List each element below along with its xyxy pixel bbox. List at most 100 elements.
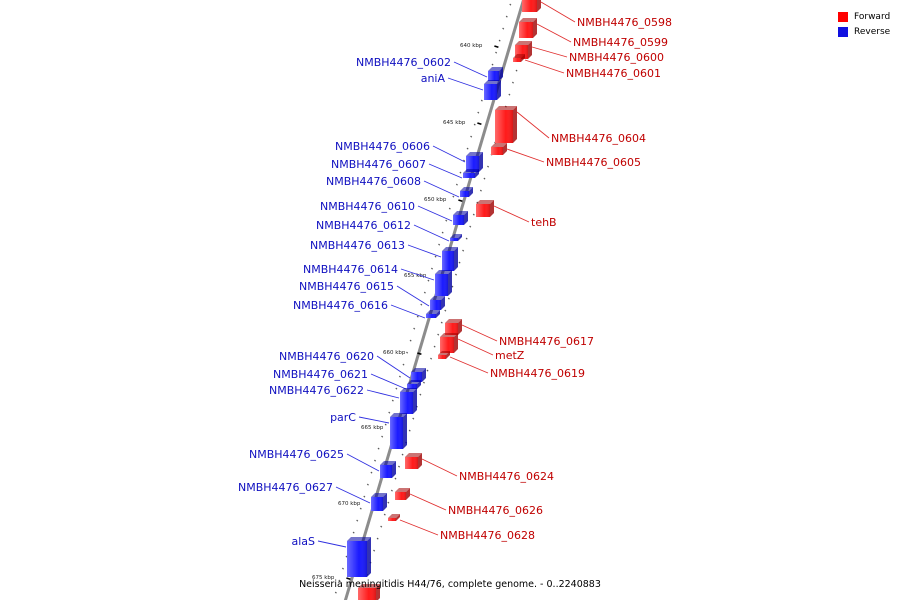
position-marker [381, 435, 384, 438]
position-marker [394, 477, 397, 480]
legend-forward-label: Forward [854, 11, 891, 22]
reverse-gene-label[interactable]: NMBH4476_0613 [310, 239, 405, 252]
position-marker [458, 261, 461, 264]
position-marker [408, 429, 411, 432]
gene-block-side [464, 211, 468, 225]
reverse-gene-label[interactable]: NMBH4476_0622 [269, 384, 364, 397]
forward-gene-label[interactable]: NMBH4476_0628 [440, 529, 535, 542]
gene-block-top [463, 169, 479, 173]
position-marker [409, 339, 412, 342]
gene-block-shading [380, 465, 392, 478]
forward-gene-label[interactable]: tehB [531, 216, 557, 229]
position-marker [388, 411, 391, 414]
gene-block-shading [405, 457, 418, 469]
position-marker [363, 495, 366, 498]
forward-gene-label[interactable]: metZ [495, 349, 525, 362]
gene-block-top [519, 18, 537, 22]
gene-leader-line [461, 324, 498, 342]
position-marker [416, 315, 419, 318]
gene-block-shading [358, 588, 376, 600]
forward-gene-label[interactable]: NMBH4476_0617 [499, 335, 594, 348]
gene-block-side [458, 319, 462, 335]
forward-gene-label[interactable]: NMBH4476_0601 [566, 67, 661, 80]
position-marker [462, 249, 465, 252]
gene-block-side [413, 388, 417, 414]
gene-block-side [499, 67, 503, 81]
gene-block-side [441, 296, 445, 310]
gene-block-shading [513, 58, 521, 62]
gene-block-top [484, 80, 501, 84]
reverse-gene-label[interactable]: NMBH4476_0606 [335, 140, 430, 153]
reverse-gene-label[interactable]: NMBH4476_0602 [356, 56, 451, 69]
gene-block-side [537, 0, 541, 12]
gene-block-top [466, 152, 483, 156]
gene-leader-line [417, 205, 453, 222]
gene-block-top [476, 200, 494, 204]
position-marker [373, 549, 376, 552]
position-marker [487, 165, 490, 168]
reverse-gene-label[interactable]: NMBH4476_0615 [299, 280, 394, 293]
reverse-gene-label[interactable]: NMBH4476_0627 [238, 481, 333, 494]
gene-block-top [440, 333, 458, 337]
gene-block-side [458, 234, 462, 241]
position-marker [441, 231, 444, 234]
reverse-gene-label[interactable]: NMBH4476_0621 [273, 368, 368, 381]
reverse-gene-label[interactable]: alaS [291, 535, 315, 548]
position-marker [430, 357, 433, 360]
reverse-gene-label[interactable]: aniA [421, 72, 446, 85]
forward-gene-layer: NMBH4476_0598 NMBH4476_0599 NMBH4476_0600 N… [358, 0, 672, 600]
tick-label: 645 kbp [443, 120, 466, 126]
position-marker [374, 459, 377, 462]
reverse-gene-label[interactable]: NMBH4476_0608 [326, 175, 421, 188]
gene-block-shading [430, 300, 441, 310]
position-marker [352, 531, 355, 534]
position-marker [338, 579, 341, 582]
position-marker [402, 363, 405, 366]
gene-leader-line [449, 356, 489, 374]
position-marker [383, 513, 386, 516]
position-marker [419, 393, 422, 396]
reverse-gene-label[interactable]: NMBH4476_0614 [303, 263, 398, 276]
forward-gene-label[interactable]: NMBH4476_0599 [573, 36, 668, 49]
position-marker [426, 369, 429, 372]
position-marker [395, 387, 398, 390]
position-marker [422, 381, 425, 384]
forward-gene-label[interactable]: NMBH4476_0626 [448, 504, 543, 517]
forward-gene-label[interactable]: NMBH4476_0624 [459, 470, 554, 483]
gene-leader-line [506, 148, 545, 163]
tick-mark [346, 577, 351, 581]
reverse-gene-label[interactable]: NMBH4476_0616 [293, 299, 388, 312]
genome-caption: Neisseria meningitidis H44/76, complete … [299, 579, 601, 590]
gene-block-top [411, 368, 426, 372]
gene-leader-line [335, 486, 371, 504]
gene-block-shading [488, 71, 499, 81]
reverse-gene-label[interactable]: NMBH4476_0607 [331, 158, 426, 171]
position-marker [477, 111, 480, 114]
position-marker [444, 309, 447, 312]
position-marker [390, 489, 393, 492]
gene-block-top [390, 413, 407, 417]
reverse-gene-label[interactable]: NMBH4476_0612 [316, 219, 411, 232]
reverse-gene-label[interactable]: NMBH4476_0610 [320, 200, 415, 213]
legend: Forward Reverse [838, 9, 890, 39]
reverse-gene-label[interactable]: NMBH4476_0620 [279, 350, 374, 363]
gene-block-side [469, 187, 473, 197]
gene-leader-line [399, 519, 439, 536]
gene-block-side [406, 488, 410, 500]
gene-block-top [445, 319, 462, 323]
gene-block-shading [440, 337, 454, 353]
gene-leader-line [370, 373, 407, 390]
gene-block-top [395, 488, 410, 492]
tick-label: 665 kbp [361, 425, 384, 431]
position-marker [445, 219, 448, 222]
gene-block-side [417, 380, 421, 389]
forward-gene-label[interactable]: NMBH4476_0619 [490, 367, 585, 380]
reverse-gene-label[interactable]: NMBH4476_0625 [249, 448, 344, 461]
gene-leader-line [366, 389, 400, 399]
forward-gene-label[interactable]: NMBH4476_0598 [577, 16, 672, 29]
forward-gene-label[interactable]: NMBH4476_0604 [551, 132, 646, 145]
gene-leader-line [428, 163, 463, 179]
reverse-gene-label[interactable]: parC [330, 411, 356, 424]
forward-gene-label[interactable]: NMBH4476_0600 [569, 51, 664, 64]
forward-gene-label[interactable]: NMBH4476_0605 [546, 156, 641, 169]
